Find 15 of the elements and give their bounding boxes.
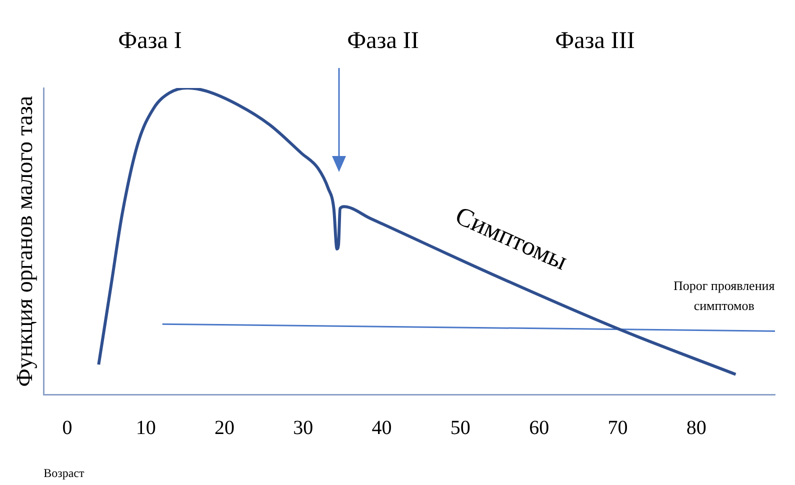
x-tick-label: 20 <box>214 416 234 439</box>
x-tick-label: 70 <box>608 416 628 439</box>
x-tick-label: 10 <box>136 416 156 439</box>
x-tick-label: 0 <box>62 416 72 439</box>
text: Фаза I <box>118 28 182 54</box>
x-axis-title: Возраст <box>44 466 85 480</box>
x-tick-label: 80 <box>686 416 706 439</box>
x-tick-label: 50 <box>450 416 470 439</box>
x-tick-label: 40 <box>372 416 392 439</box>
annotation: Порог проявления симптомов <box>673 278 775 314</box>
y-axis-title: Функция органов малого таза <box>12 96 37 387</box>
text: Фаза II <box>347 28 419 54</box>
x-tick-label: 30 <box>293 416 314 439</box>
text: Фаза III <box>555 28 635 54</box>
x-tick-label: 60 <box>529 416 550 439</box>
